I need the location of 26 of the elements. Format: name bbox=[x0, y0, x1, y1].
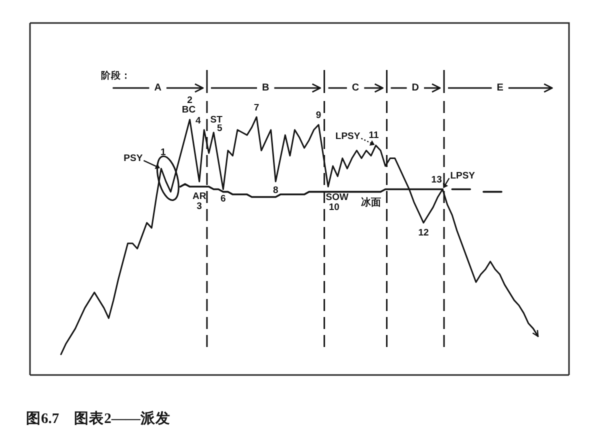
annotation: 3 bbox=[196, 201, 202, 212]
annotation: D bbox=[412, 82, 420, 94]
annotation: E bbox=[496, 82, 504, 94]
annotation: 12 bbox=[418, 227, 429, 238]
series-name: 冰面 bbox=[361, 197, 382, 208]
annotation: 13 bbox=[431, 174, 442, 186]
annotation: 10 bbox=[328, 202, 340, 214]
annotation: LPSY bbox=[450, 170, 475, 182]
annotation: 7 bbox=[254, 102, 260, 114]
annotation: B bbox=[262, 82, 270, 94]
annotation: 图6.7 图表2——派发 bbox=[26, 411, 170, 427]
annotation: 6 bbox=[220, 194, 226, 205]
annotation: AR bbox=[192, 191, 206, 202]
annotation: PSY bbox=[124, 153, 143, 164]
annotation: 9 bbox=[316, 110, 322, 122]
annotation: 阶段： bbox=[101, 70, 131, 82]
annotation: 1 bbox=[160, 147, 166, 158]
annotation: A bbox=[154, 82, 162, 94]
annotation: 2 bbox=[187, 95, 192, 106]
annotation: LPSY bbox=[335, 130, 360, 142]
annotation: C bbox=[352, 82, 360, 94]
annotation: 8 bbox=[273, 185, 278, 196]
annotation: 11 bbox=[368, 130, 379, 141]
annotation: BC bbox=[182, 104, 196, 116]
annotation: SOW bbox=[326, 192, 348, 204]
annotation: 4 bbox=[195, 115, 201, 126]
